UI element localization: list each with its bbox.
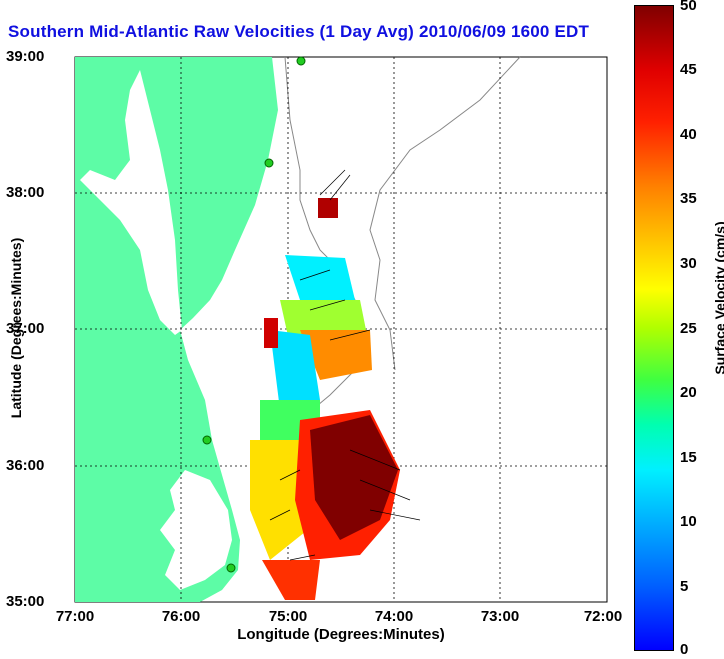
colorbar-tick: 15	[680, 449, 697, 466]
y-axis-label: Latitude (Degrees:Minutes)	[8, 237, 24, 419]
pamlico-sound	[160, 470, 232, 590]
y-tick-label: 35:00	[6, 593, 45, 610]
colorbar-tick: 10	[680, 513, 697, 530]
map-title: Southern Mid-Atlantic Raw Velocities (1 …	[8, 22, 590, 41]
y-tick-label: 37:00	[6, 320, 45, 337]
x-axis-label: Longitude (Degrees:Minutes)	[237, 626, 445, 643]
colorbar-tick: 0	[680, 641, 689, 658]
colorbar-tick: 35	[680, 190, 697, 207]
colorbar	[634, 5, 674, 651]
x-tick-label: 75:00	[268, 608, 308, 625]
x-tick-label: 76:00	[161, 608, 201, 625]
colorbar-tick: 20	[680, 384, 697, 401]
colorbar-tick: 25	[680, 320, 697, 337]
colorbar-tick: 45	[680, 61, 697, 78]
velocity-field	[250, 198, 400, 600]
x-tick-label: 77:00	[55, 608, 95, 625]
chesapeake-bay	[80, 70, 182, 335]
x-tick-label: 72:00	[583, 608, 623, 625]
radar-stations	[202, 56, 306, 573]
colorbar-tick: 50	[680, 0, 697, 14]
y-tick-label: 39:00	[6, 48, 45, 65]
colorbar-tick: 40	[680, 126, 697, 143]
velocity-arrows	[269, 169, 421, 561]
bathymetry-contour-2	[369, 56, 521, 371]
colorbar-tick: 5	[680, 578, 689, 595]
colorbar-tick: 30	[680, 255, 697, 272]
colorbar-label: Surface Velocity (cm/s)	[712, 221, 724, 375]
y-tick-label: 36:00	[6, 457, 45, 474]
y-tick-label: 38:00	[6, 184, 45, 201]
x-tick-label: 73:00	[480, 608, 520, 625]
x-tick-label: 74:00	[374, 608, 414, 625]
